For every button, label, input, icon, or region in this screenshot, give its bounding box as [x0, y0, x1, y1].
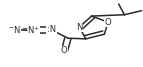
Text: :N: :N — [47, 25, 56, 34]
Text: O: O — [61, 46, 68, 55]
Text: N: N — [76, 23, 83, 32]
Text: =: = — [21, 25, 27, 34]
Text: O: O — [105, 18, 111, 27]
Text: N$^{+}$: N$^{+}$ — [27, 24, 40, 36]
Text: $^{-}$N: $^{-}$N — [8, 24, 21, 35]
